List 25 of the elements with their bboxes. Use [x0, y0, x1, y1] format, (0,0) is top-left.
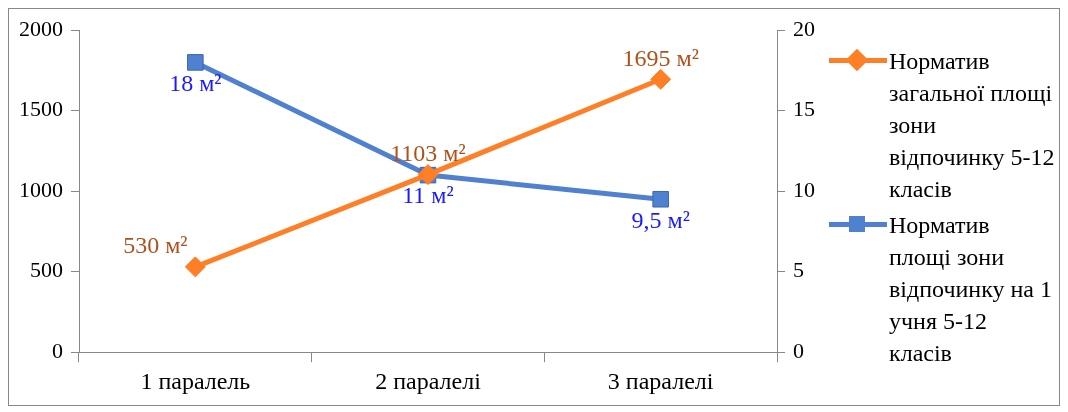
point [650, 68, 672, 90]
y-tick-label: 0 [52, 337, 63, 363]
y2-tick-label: 0 [793, 337, 804, 363]
point [184, 256, 206, 278]
point [652, 190, 669, 208]
data-label: 1695 м² [622, 44, 699, 71]
y-tick-label: 2000 [19, 15, 63, 41]
y2-tick-label: 15 [793, 96, 815, 122]
y-tick-label: 1500 [19, 96, 63, 122]
data-label: 9,5 м² [631, 206, 690, 233]
data-label: 1103 м² [390, 139, 466, 166]
y-tick-label: 1000 [19, 176, 63, 202]
point [187, 54, 204, 71]
x-tick-label: 2 паралелі [375, 367, 482, 394]
data-label: 18 м² [169, 69, 222, 96]
legend-label: Норматив площі зони відпочинку на 1 учня 5-12 класів [889, 211, 1053, 368]
data-label: 530 м² [123, 232, 188, 259]
legend-label: Норматив загальної площі зони відпочинку 5-12 класів [889, 47, 1055, 204]
x-tick-label: 1 паралель [140, 367, 251, 394]
data-label: 11 м² [402, 182, 454, 209]
y-tick-label: 500 [30, 257, 63, 283]
y2-tick-label: 5 [793, 257, 804, 283]
x-tick-label: 3 паралелі [607, 367, 714, 394]
y2-tick-label: 20 [793, 15, 815, 41]
y2-tick-label: 10 [793, 176, 815, 202]
